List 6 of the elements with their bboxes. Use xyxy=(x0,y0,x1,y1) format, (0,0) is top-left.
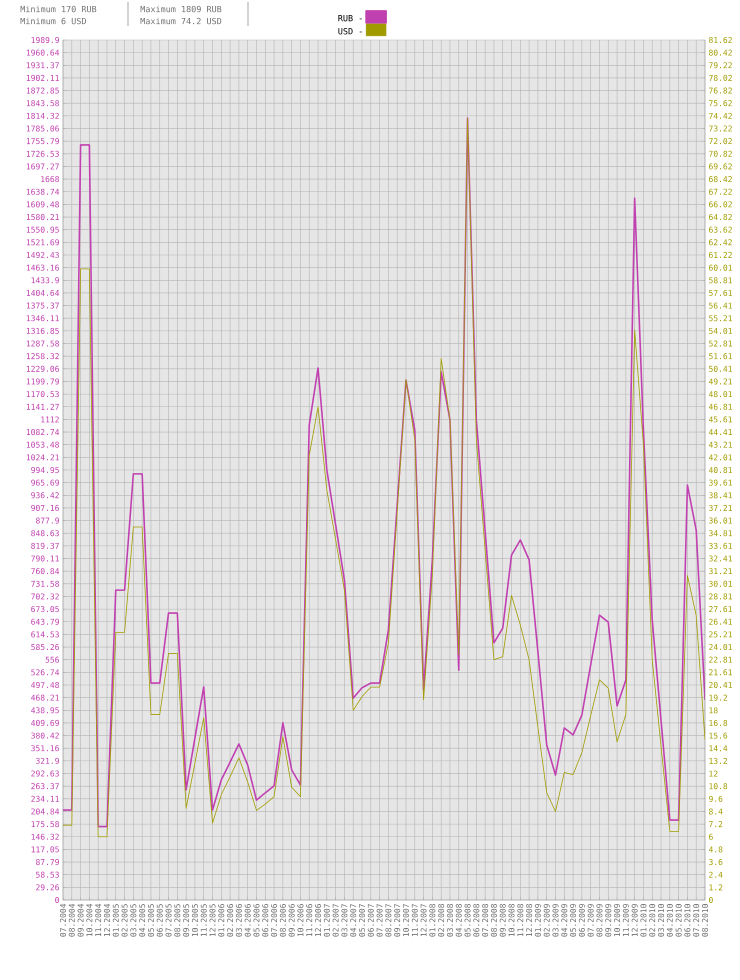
text: Maximum 1809 RUB xyxy=(140,6,222,12)
text: Minimum 6 USD xyxy=(20,18,86,24)
legend-label: USD - xyxy=(338,28,362,34)
text: Minimum 170 RUB xyxy=(20,6,96,12)
text: Maximum 74.2 USD xyxy=(140,18,222,24)
legend-label: RUB - xyxy=(338,15,362,22)
